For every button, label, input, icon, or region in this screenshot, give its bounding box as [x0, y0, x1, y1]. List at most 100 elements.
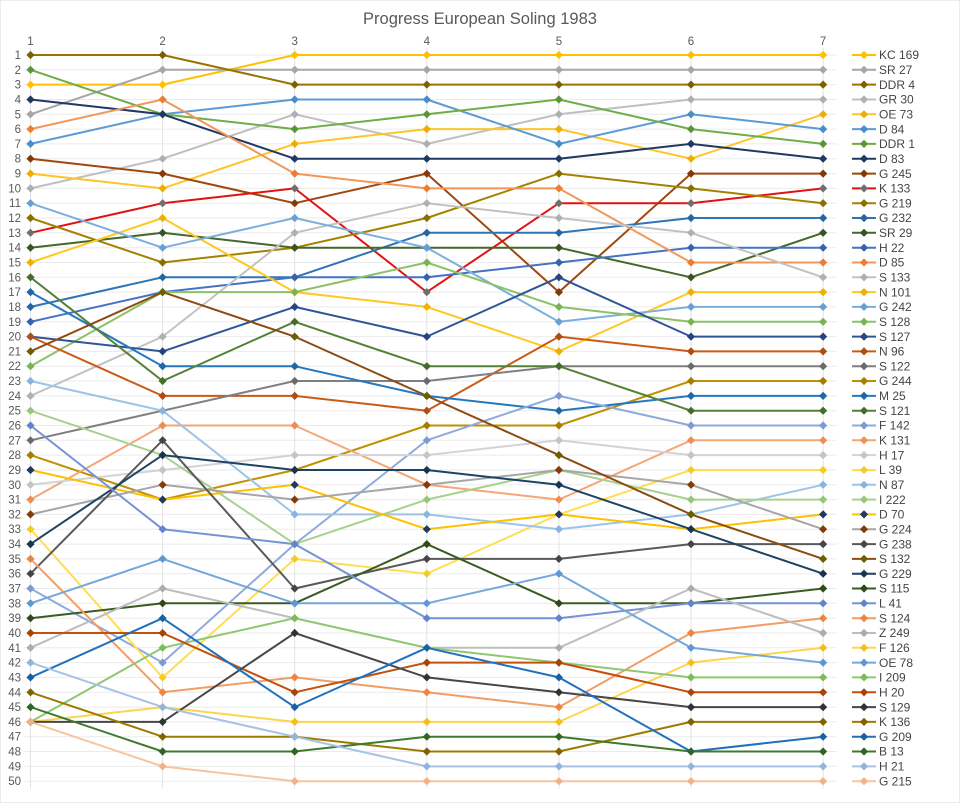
svg-text:44: 44: [8, 687, 21, 699]
svg-text:H 20: H 20: [879, 686, 905, 700]
svg-text:12: 12: [8, 213, 21, 225]
svg-text:35: 35: [8, 554, 21, 566]
svg-text:L 39: L 39: [879, 463, 902, 477]
svg-text:26: 26: [8, 421, 21, 433]
svg-text:9: 9: [15, 169, 21, 181]
svg-text:43: 43: [8, 672, 21, 684]
svg-text:G 238: G 238: [879, 537, 912, 551]
svg-text:F 142: F 142: [879, 419, 910, 433]
svg-text:22: 22: [8, 361, 21, 373]
svg-text:36: 36: [8, 569, 21, 581]
svg-text:OE 78: OE 78: [879, 656, 913, 670]
svg-text:6: 6: [688, 36, 694, 48]
svg-text:I 222: I 222: [879, 493, 906, 507]
svg-text:16: 16: [8, 272, 21, 284]
svg-text:D 85: D 85: [879, 256, 905, 270]
svg-text:4: 4: [15, 95, 22, 107]
svg-text:S 133: S 133: [879, 271, 911, 285]
svg-text:S 122: S 122: [879, 359, 911, 373]
svg-text:7: 7: [15, 139, 21, 151]
svg-text:2: 2: [159, 36, 165, 48]
svg-text:D 84: D 84: [879, 122, 905, 136]
svg-text:H 21: H 21: [879, 760, 905, 774]
svg-text:S 129: S 129: [879, 700, 911, 714]
svg-text:2: 2: [15, 65, 21, 77]
svg-text:S 127: S 127: [879, 330, 911, 344]
svg-text:21: 21: [8, 346, 21, 358]
svg-text:Progress European Soling 1983: Progress European Soling 1983: [363, 10, 597, 28]
svg-text:G 245: G 245: [879, 167, 912, 181]
svg-text:20: 20: [8, 332, 21, 344]
svg-text:39: 39: [8, 613, 21, 625]
svg-text:30: 30: [8, 480, 21, 492]
svg-text:13: 13: [8, 228, 21, 240]
svg-text:B 13: B 13: [879, 745, 904, 759]
svg-text:49: 49: [8, 761, 21, 773]
svg-text:D 70: D 70: [879, 508, 905, 522]
svg-text:G 244: G 244: [879, 374, 912, 388]
svg-text:I 209: I 209: [879, 671, 906, 685]
svg-text:33: 33: [8, 524, 21, 536]
svg-text:N 96: N 96: [879, 345, 905, 359]
svg-text:47: 47: [8, 732, 21, 744]
svg-text:N 101: N 101: [879, 285, 911, 299]
svg-text:SR 27: SR 27: [879, 63, 913, 77]
svg-text:24: 24: [8, 391, 21, 403]
svg-text:34: 34: [8, 539, 21, 551]
svg-text:19: 19: [8, 317, 21, 329]
svg-text:M 25: M 25: [879, 389, 906, 403]
svg-text:N 87: N 87: [879, 478, 905, 492]
svg-text:H 22: H 22: [879, 241, 905, 255]
svg-text:G 219: G 219: [879, 196, 912, 210]
svg-text:Z 249: Z 249: [879, 626, 910, 640]
svg-text:42: 42: [8, 658, 21, 670]
svg-text:K 133: K 133: [879, 182, 911, 196]
svg-text:G 224: G 224: [879, 522, 912, 536]
svg-text:27: 27: [8, 435, 21, 447]
svg-text:K 136: K 136: [879, 715, 911, 729]
svg-text:KC 169: KC 169: [879, 48, 919, 62]
svg-text:18: 18: [8, 302, 21, 314]
svg-text:46: 46: [8, 717, 21, 729]
svg-text:DDR 4: DDR 4: [879, 78, 915, 92]
svg-text:5: 5: [556, 36, 562, 48]
svg-text:OE 73: OE 73: [879, 108, 913, 122]
svg-text:G 242: G 242: [879, 300, 912, 314]
svg-text:48: 48: [8, 747, 21, 759]
svg-text:31: 31: [8, 495, 21, 507]
svg-text:50: 50: [8, 776, 21, 788]
svg-text:3: 3: [15, 80, 21, 92]
svg-text:S 128: S 128: [879, 315, 911, 329]
svg-text:5: 5: [15, 109, 21, 121]
svg-text:41: 41: [8, 643, 21, 655]
svg-text:GR 30: GR 30: [879, 93, 914, 107]
svg-text:28: 28: [8, 450, 21, 462]
svg-text:DDR 1: DDR 1: [879, 137, 915, 151]
svg-text:G 232: G 232: [879, 211, 912, 225]
svg-text:45: 45: [8, 702, 21, 714]
svg-text:D 83: D 83: [879, 152, 905, 166]
svg-text:SR 29: SR 29: [879, 226, 913, 240]
svg-text:S 132: S 132: [879, 552, 911, 566]
svg-text:32: 32: [8, 509, 21, 521]
svg-text:6: 6: [15, 124, 21, 136]
svg-text:8: 8: [15, 154, 21, 166]
svg-text:14: 14: [8, 243, 21, 255]
svg-text:4: 4: [424, 36, 431, 48]
svg-text:7: 7: [820, 36, 826, 48]
svg-text:38: 38: [8, 598, 21, 610]
svg-text:G 215: G 215: [879, 774, 912, 788]
svg-text:S 121: S 121: [879, 404, 911, 418]
svg-text:11: 11: [9, 198, 21, 210]
svg-text:15: 15: [8, 258, 21, 270]
svg-text:37: 37: [8, 584, 21, 596]
svg-text:S 124: S 124: [879, 611, 911, 625]
svg-text:23: 23: [8, 376, 21, 388]
svg-text:K 131: K 131: [879, 434, 911, 448]
svg-text:10: 10: [8, 183, 21, 195]
svg-text:40: 40: [8, 628, 21, 640]
svg-text:29: 29: [8, 465, 21, 477]
svg-text:17: 17: [8, 287, 21, 299]
svg-text:L 41: L 41: [879, 597, 902, 611]
svg-text:1: 1: [27, 36, 33, 48]
